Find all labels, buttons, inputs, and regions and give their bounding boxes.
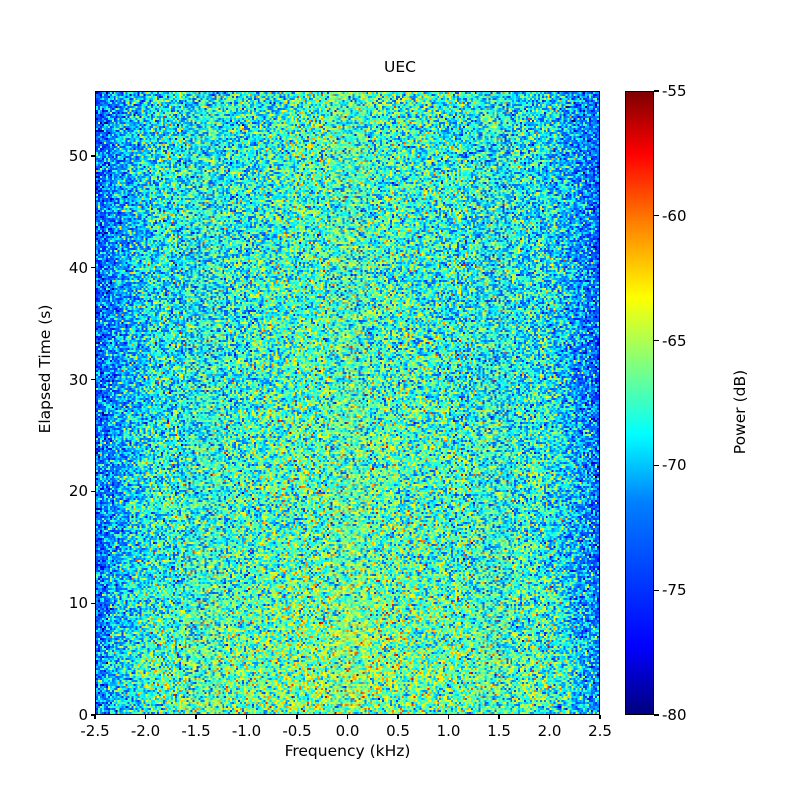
x-axis-label: Frequency (kHz) bbox=[284, 742, 411, 760]
y-axis-tick bbox=[91, 714, 95, 716]
x-axis-tick bbox=[548, 715, 551, 719]
y-axis-tick-label: 30 bbox=[68, 370, 88, 389]
colorbar-tick-label: -75 bbox=[662, 581, 687, 600]
colorbar-tick bbox=[654, 215, 659, 217]
colorbar-label: Power (dB) bbox=[731, 369, 749, 455]
colorbar-tick bbox=[654, 464, 659, 467]
x-axis-tick-label: -2.5 bbox=[80, 722, 110, 740]
x-axis-tick bbox=[346, 715, 349, 719]
x-axis-tick-label: 2.0 bbox=[537, 722, 562, 740]
x-axis-tick-label: 0.5 bbox=[386, 722, 410, 740]
x-axis-tick-label: 1.0 bbox=[436, 722, 461, 740]
y-axis-tick bbox=[91, 267, 95, 269]
y-axis-tick bbox=[91, 602, 95, 604]
spectrogram-image bbox=[96, 92, 599, 714]
x-axis-tick-label: -1.0 bbox=[231, 722, 262, 740]
y-axis-tick-label: 0 bbox=[78, 706, 88, 724]
title-line-station: UEC bbox=[384, 58, 416, 76]
colorbar-tick bbox=[654, 90, 659, 92]
x-axis-tick bbox=[498, 715, 500, 719]
x-axis-tick bbox=[144, 715, 147, 719]
x-axis-tick bbox=[599, 715, 601, 719]
colorbar-tick-label: -55 bbox=[662, 82, 687, 100]
colorbar-tick-label: -70 bbox=[662, 456, 687, 475]
colorbar-tick bbox=[654, 339, 659, 342]
colorbar bbox=[625, 91, 654, 715]
colorbar-tick-label: -65 bbox=[662, 331, 687, 350]
y-axis-tick-label: 20 bbox=[68, 482, 88, 501]
x-axis-tick bbox=[195, 715, 197, 719]
x-axis-tick-label: 1.5 bbox=[487, 722, 511, 740]
x-axis-tick bbox=[94, 715, 96, 719]
spectrogram-plot-area bbox=[95, 91, 600, 715]
y-axis-tick-label: 40 bbox=[68, 258, 88, 277]
x-axis-tick bbox=[447, 715, 450, 719]
colorbar-tick bbox=[654, 589, 659, 591]
x-axis-tick-label: -0.5 bbox=[282, 722, 312, 740]
y-axis-tick bbox=[91, 155, 95, 157]
x-axis-tick bbox=[245, 715, 248, 719]
x-axis-tick-label: -1.5 bbox=[181, 722, 211, 740]
colorbar-tick-label: -80 bbox=[662, 706, 687, 724]
x-axis-tick-label: -2.0 bbox=[130, 722, 161, 740]
x-axis-tick-label: 2.5 bbox=[588, 722, 612, 740]
y-axis-tick-label: 50 bbox=[68, 146, 88, 165]
x-axis-tick bbox=[397, 715, 399, 719]
x-axis-tick-label: 0.0 bbox=[335, 722, 360, 740]
y-axis-tick-label: 10 bbox=[68, 594, 88, 613]
colorbar-tick-label: -60 bbox=[662, 206, 687, 225]
colorbar-tick bbox=[654, 714, 659, 716]
y-axis-label: Elapsed Time (s) bbox=[36, 304, 54, 434]
y-axis-tick bbox=[91, 490, 95, 492]
x-axis-tick bbox=[296, 715, 298, 719]
y-axis-tick bbox=[91, 378, 95, 381]
